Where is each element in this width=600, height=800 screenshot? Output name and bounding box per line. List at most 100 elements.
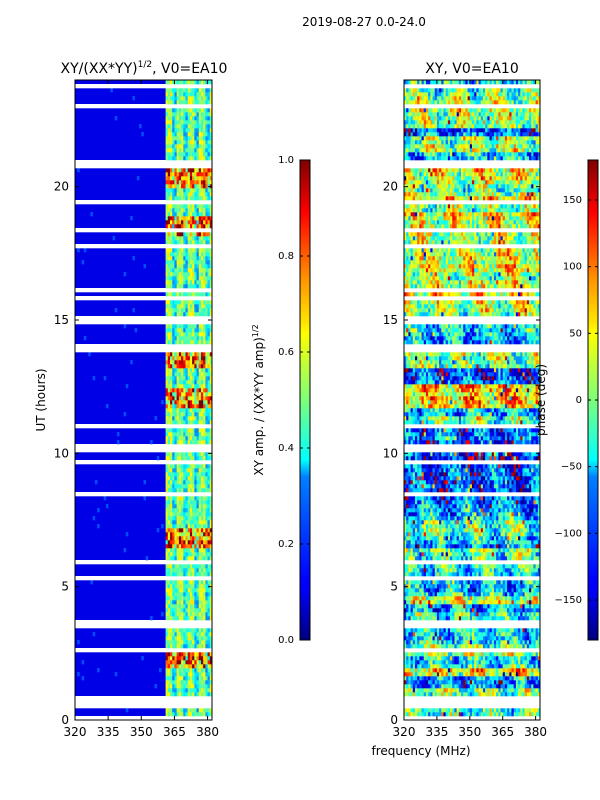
heatmap-cell	[170, 96, 173, 101]
heatmap-cell	[170, 240, 173, 245]
heatmap-cell	[200, 528, 204, 533]
heatmap-cell	[209, 464, 212, 469]
heatmap-cell	[196, 292, 200, 297]
heatmap-cell	[522, 600, 525, 605]
heatmap-cell	[465, 640, 468, 645]
heatmap-cell	[165, 196, 169, 201]
heatmap-cell	[185, 172, 188, 177]
heatmap-cell	[203, 592, 206, 597]
heatmap-cell	[450, 584, 453, 589]
heatmap-cell	[447, 640, 451, 645]
heatmap-cell	[189, 376, 193, 381]
heatmap-cell	[178, 340, 182, 345]
heatmap-cell	[498, 628, 501, 633]
heatmap-cell	[192, 152, 195, 157]
heatmap-cell	[194, 152, 197, 157]
heatmap-cell	[469, 628, 473, 633]
heatmap-cell	[209, 572, 212, 577]
heatmap-cell	[172, 580, 175, 585]
heatmap-cell	[176, 112, 180, 117]
heatmap-cell	[194, 328, 197, 333]
heatmap-cell	[200, 656, 204, 661]
heatmap-cell	[445, 584, 449, 589]
heatmap-cell	[192, 312, 195, 317]
heatmap-cell	[187, 636, 191, 641]
heatmap-cell	[529, 588, 532, 593]
heatmap-cell	[176, 80, 180, 85]
heatmap-cell	[207, 292, 211, 297]
heatmap-cell	[482, 592, 486, 597]
heatmap-cell	[203, 300, 206, 305]
heatmap-cell	[165, 580, 169, 585]
heatmap-cell	[207, 468, 211, 473]
heatmap-cell	[410, 712, 414, 717]
heatmap-cell	[443, 708, 446, 713]
heatmap-cell	[183, 496, 186, 501]
heatmap-cell	[491, 668, 495, 673]
heatmap-cell	[185, 432, 188, 437]
heatmap-cell	[194, 240, 197, 245]
heatmap-cell	[436, 604, 440, 609]
heatmap-cell	[207, 692, 211, 697]
heatmap-cell	[196, 236, 200, 241]
heatmap-cell	[198, 600, 202, 605]
heatmap-cell	[408, 604, 411, 609]
heatmap-cell	[478, 664, 482, 669]
heatmap-cell	[181, 612, 184, 617]
heatmap-cell	[209, 416, 212, 421]
heatmap-cell	[203, 468, 206, 473]
heatmap-cell	[194, 400, 197, 405]
heatmap-cell	[178, 408, 182, 413]
heatmap-cell	[183, 504, 186, 509]
heatmap-cell	[196, 312, 200, 317]
heatmap-cell	[198, 352, 202, 357]
heatmap-cell	[515, 580, 519, 585]
heatmap-cell	[458, 628, 462, 633]
heatmap-cell	[185, 544, 188, 549]
heatmap-cell	[421, 688, 425, 693]
heatmap-cell	[125, 708, 129, 713]
heatmap-cell	[200, 396, 204, 401]
heatmap-cell	[196, 108, 200, 113]
heatmap-cell	[421, 564, 425, 569]
heatmap-cell	[476, 564, 479, 569]
heatmap-cell	[174, 504, 177, 509]
heatmap-cell	[414, 568, 418, 573]
heatmap-cell	[176, 608, 180, 613]
heatmap-cell	[509, 656, 512, 661]
heatmap-cell	[428, 632, 431, 637]
heatmap-cell	[414, 572, 418, 577]
heatmap-cell	[447, 652, 451, 657]
heatmap-cell	[187, 240, 191, 245]
heatmap-cell	[183, 112, 186, 117]
heatmap-cell	[205, 124, 208, 129]
heatmap-cell	[474, 708, 477, 713]
heatmap-cell	[511, 688, 514, 693]
heatmap-cell	[500, 652, 504, 657]
heatmap-cell	[452, 644, 455, 649]
heatmap-cell	[205, 376, 208, 381]
heatmap-cell	[452, 612, 455, 617]
heatmap-cell	[491, 712, 495, 717]
heatmap-cell	[198, 232, 202, 237]
heatmap-cell	[476, 652, 479, 657]
heatmap-cell	[529, 556, 532, 561]
heatmap-cell	[500, 656, 504, 661]
heatmap-cell	[176, 304, 180, 309]
heatmap-cell	[498, 552, 501, 557]
heatmap-cell	[183, 392, 186, 397]
heatmap-cell	[183, 564, 186, 569]
heatmap-cell	[485, 692, 488, 697]
heatmap-cell	[167, 240, 171, 245]
heatmap-cell	[537, 600, 540, 605]
heatmap-cell	[436, 688, 440, 693]
heatmap-cell	[198, 644, 202, 649]
heatmap-cell	[200, 388, 204, 393]
heatmap-cell	[518, 600, 521, 605]
heatmap-cell	[196, 88, 200, 93]
heatmap-cell	[172, 120, 175, 125]
heatmap-cell	[504, 652, 508, 657]
heatmap-cell	[198, 272, 202, 277]
heatmap-cell	[181, 308, 184, 313]
heatmap-cell	[187, 496, 191, 501]
